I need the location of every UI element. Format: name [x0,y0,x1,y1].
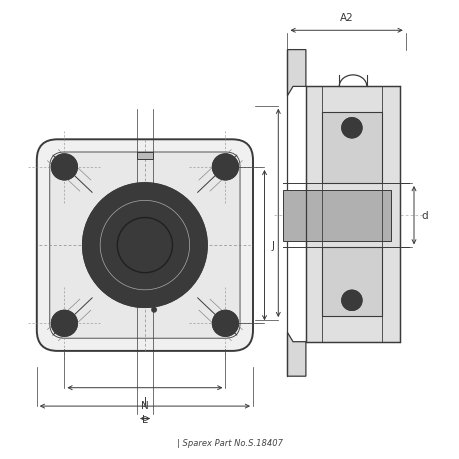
Bar [137,153,153,159]
Circle shape [212,311,238,336]
FancyBboxPatch shape [37,140,252,351]
Circle shape [347,297,355,304]
Text: N: N [141,400,149,410]
Bar [321,248,381,317]
Text: J: J [143,396,146,406]
Circle shape [151,307,157,313]
Circle shape [60,319,69,328]
Text: | Sparex Part No.S.18407: | Sparex Part No.S.18407 [177,438,282,448]
Text: A2: A2 [339,13,353,23]
Text: L: L [285,208,291,218]
Polygon shape [287,333,305,376]
Circle shape [220,163,230,172]
Polygon shape [287,50,305,96]
Bar [282,190,390,241]
Circle shape [117,218,172,273]
Circle shape [60,163,69,172]
Circle shape [341,118,361,139]
Circle shape [220,319,230,328]
Circle shape [83,184,207,308]
Circle shape [51,155,77,180]
Circle shape [141,185,148,192]
Circle shape [212,155,238,180]
Text: d: d [420,211,427,221]
Circle shape [341,291,361,311]
Text: L: L [142,414,147,425]
Circle shape [104,205,185,286]
Bar [305,87,399,342]
Text: J: J [271,241,274,251]
Circle shape [347,125,355,132]
Circle shape [51,311,77,336]
Bar [321,112,381,184]
FancyBboxPatch shape [50,153,240,338]
